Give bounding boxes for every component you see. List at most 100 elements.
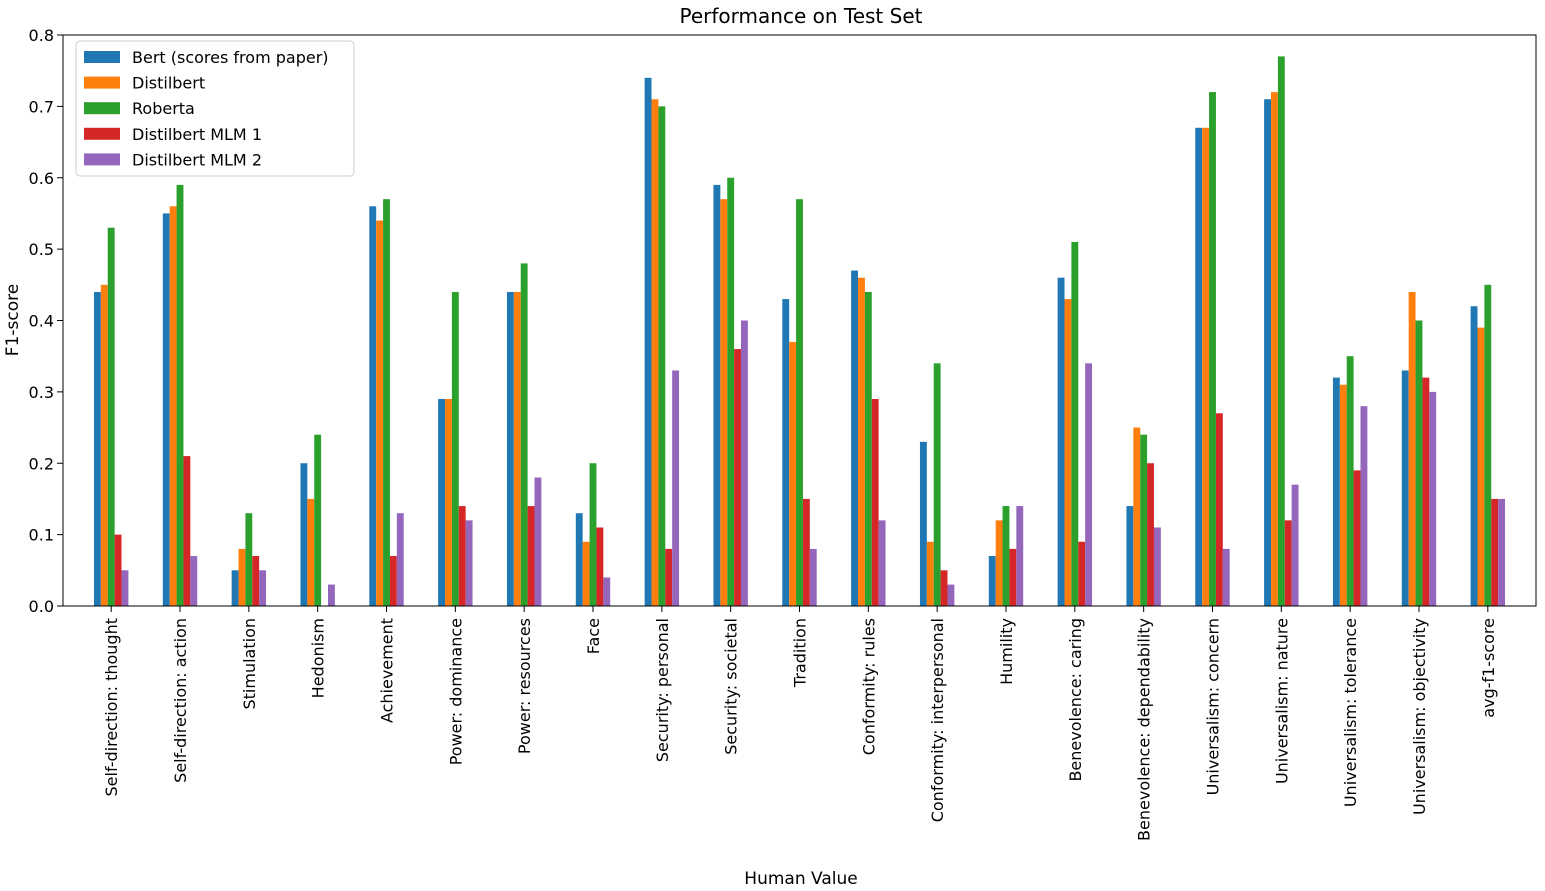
bar bbox=[988, 556, 996, 606]
bar bbox=[789, 341, 797, 606]
bar bbox=[1264, 99, 1271, 607]
bar bbox=[1408, 291, 1416, 606]
x-tick-label: Universalism: concern bbox=[1203, 618, 1222, 795]
bar bbox=[238, 548, 246, 606]
bar bbox=[995, 520, 1003, 606]
bar bbox=[383, 199, 390, 606]
bar bbox=[1429, 391, 1437, 607]
bar bbox=[1222, 548, 1230, 606]
bar bbox=[1202, 127, 1210, 606]
bar bbox=[1064, 299, 1072, 606]
bar bbox=[582, 541, 590, 606]
bar bbox=[121, 570, 129, 606]
bar bbox=[252, 556, 260, 606]
bar bbox=[926, 541, 934, 606]
bar bbox=[1422, 377, 1430, 606]
bar bbox=[1071, 241, 1079, 607]
bar bbox=[231, 570, 239, 606]
bar bbox=[369, 206, 377, 607]
x-tick-label: avg-f1-score bbox=[1479, 618, 1498, 718]
bar bbox=[809, 548, 817, 606]
bar bbox=[259, 570, 267, 606]
bar bbox=[534, 477, 542, 606]
x-tick-label: Power: dominance bbox=[446, 618, 465, 765]
bar bbox=[1277, 56, 1285, 607]
bar bbox=[245, 513, 253, 606]
bar bbox=[1057, 277, 1065, 606]
x-tick-label: Humility bbox=[997, 618, 1016, 685]
bar bbox=[713, 184, 721, 606]
y-tick-label: 0.3 bbox=[29, 383, 54, 402]
legend-label: Distilbert MLM 1 bbox=[132, 125, 262, 144]
bar bbox=[589, 463, 597, 606]
bar bbox=[1140, 434, 1148, 606]
bar bbox=[919, 441, 927, 606]
bar bbox=[878, 520, 886, 606]
x-tick-label: Universalism: objectivity bbox=[1410, 618, 1429, 815]
x-axis: Self-direction: thought Self-direction: a… bbox=[102, 606, 1498, 841]
bar bbox=[328, 584, 335, 606]
x-tick-label: Self-direction: thought bbox=[102, 618, 121, 796]
x-tick-label: Conformity: rules bbox=[859, 618, 878, 755]
x-tick-label: Tradition bbox=[791, 618, 810, 688]
bar bbox=[1085, 363, 1093, 606]
bar bbox=[1078, 541, 1086, 606]
bar bbox=[465, 520, 473, 606]
legend-swatch bbox=[84, 51, 120, 63]
bar bbox=[396, 513, 404, 606]
bar bbox=[162, 213, 170, 606]
x-tick-label: Universalism: tolerance bbox=[1341, 618, 1360, 807]
bar bbox=[451, 291, 459, 606]
x-tick-label: Benevolence: caring bbox=[1066, 618, 1085, 782]
legend-swatch bbox=[84, 127, 120, 140]
bar bbox=[651, 99, 659, 607]
bar bbox=[314, 434, 322, 606]
x-tick-label: Stimulation bbox=[240, 618, 259, 710]
bar bbox=[1470, 306, 1478, 606]
bar bbox=[858, 277, 865, 606]
bar bbox=[169, 206, 177, 607]
bar bbox=[1353, 470, 1361, 606]
bar bbox=[1009, 548, 1017, 606]
bar bbox=[1415, 320, 1423, 606]
bar bbox=[513, 291, 521, 606]
legend-swatch bbox=[84, 153, 120, 166]
bar bbox=[183, 456, 191, 606]
bar bbox=[1195, 127, 1203, 606]
x-tick-label: Self-direction: action bbox=[171, 618, 190, 783]
bar bbox=[596, 527, 604, 606]
y-tick-label: 0.0 bbox=[29, 597, 54, 616]
bar bbox=[376, 220, 384, 606]
bar bbox=[665, 548, 673, 606]
y-axis-label: F1-score bbox=[3, 284, 23, 356]
bar bbox=[575, 513, 583, 606]
bars-group bbox=[93, 56, 1506, 607]
bar bbox=[740, 320, 748, 606]
bar bbox=[93, 291, 101, 606]
bar bbox=[1332, 377, 1340, 606]
bar bbox=[1126, 506, 1134, 606]
bar bbox=[1498, 498, 1506, 606]
y-axis: 0.0 0.1 0.2 0.3 0.4 0.5 0.6 0.7 0.8 bbox=[29, 26, 63, 616]
bar bbox=[114, 534, 122, 607]
legend: Bert (scores from paper) Distilbert Robert… bbox=[75, 40, 355, 177]
x-tick-label: Hedonism bbox=[309, 618, 328, 698]
y-tick-label: 0.4 bbox=[29, 312, 54, 331]
bar bbox=[1291, 484, 1299, 606]
x-tick-label: Conformity: interpersonal bbox=[928, 618, 947, 822]
y-tick-label: 0.2 bbox=[29, 454, 54, 473]
bar bbox=[727, 177, 735, 606]
bar bbox=[190, 556, 198, 606]
y-tick-label: 0.1 bbox=[29, 526, 54, 545]
legend-box bbox=[75, 40, 355, 177]
legend-swatch bbox=[84, 102, 120, 115]
bar bbox=[734, 349, 741, 606]
y-tick-label: 0.7 bbox=[29, 97, 54, 116]
chart-title: Performance on Test Set bbox=[680, 4, 923, 28]
bar bbox=[107, 227, 115, 606]
bar bbox=[796, 199, 803, 606]
bar bbox=[389, 556, 397, 606]
bar bbox=[1153, 527, 1161, 606]
plot-frame bbox=[62, 34, 1537, 607]
